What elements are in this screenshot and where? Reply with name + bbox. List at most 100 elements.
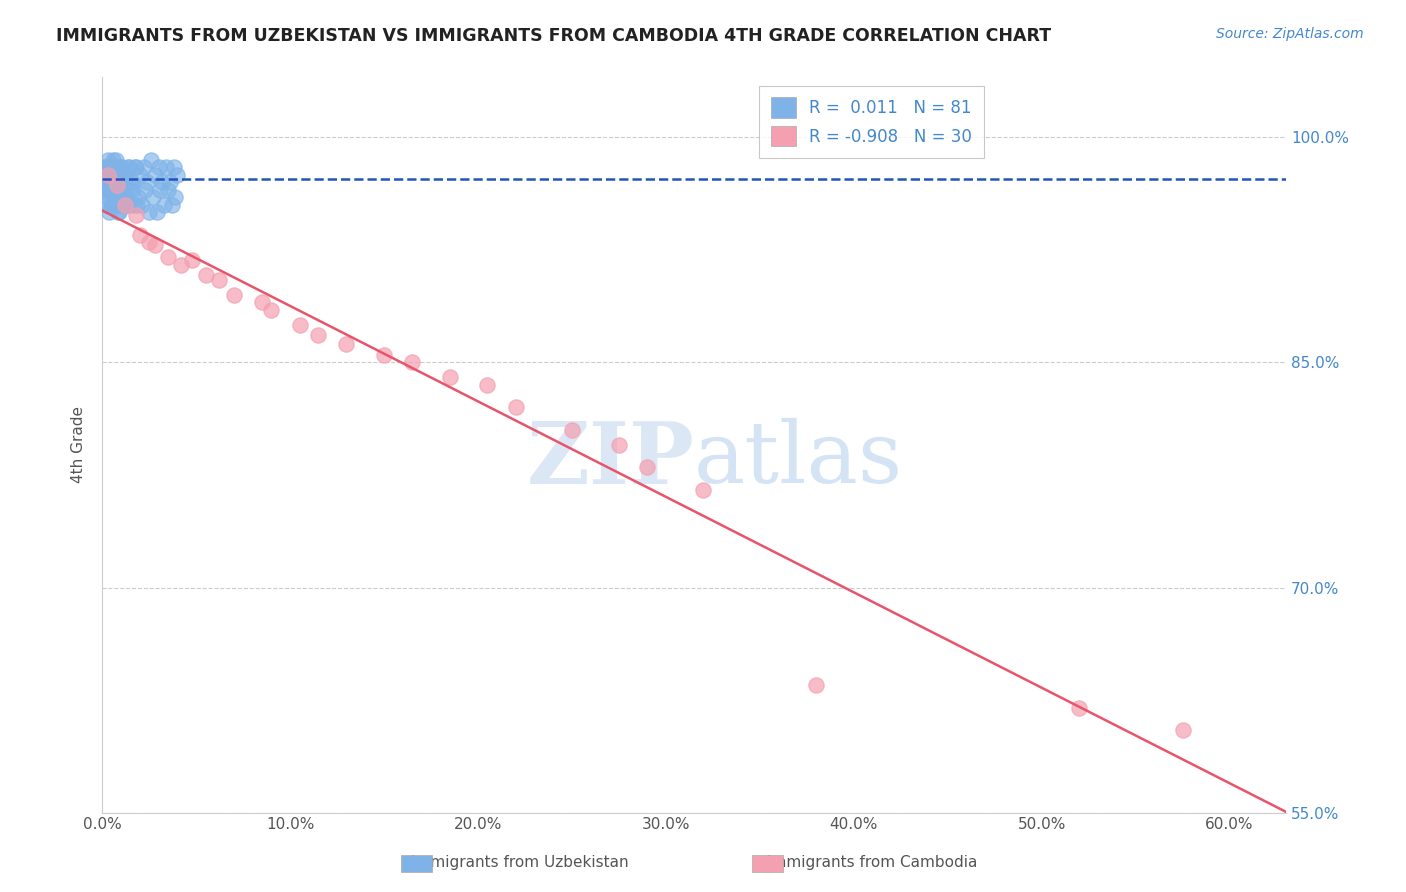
Text: Source: ZipAtlas.com: Source: ZipAtlas.com [1216,27,1364,41]
Point [166,168,188,182]
Point [93,183,115,197]
Point [208,273,231,287]
Point [156,183,179,197]
Text: atlas: atlas [695,418,903,501]
Point [108,205,131,219]
Point [122,198,145,212]
Point [194,268,217,283]
Point [122,183,145,197]
Point [139,153,162,167]
Point [335,337,357,351]
Point [97,161,120,175]
Point [288,318,311,332]
Point [97,153,120,167]
Point [98,176,121,190]
Point [118,198,141,212]
Point [101,168,124,182]
Point [128,168,150,182]
Point [98,176,121,190]
Point [93,168,115,182]
Point [105,153,128,167]
Point [439,370,461,384]
Point [111,198,134,212]
Point [94,198,117,212]
Point [153,198,176,212]
Point [120,183,142,197]
Point [111,183,134,197]
Point [134,183,156,197]
Point [100,198,122,212]
Point [125,161,148,175]
Point [94,161,117,175]
Point [107,205,129,219]
Point [148,161,170,175]
Point [181,253,204,268]
Point [160,198,183,212]
Point [222,288,245,302]
Point [250,295,273,310]
Point [128,227,150,242]
Point [125,209,148,223]
Point [108,176,131,190]
Point [111,183,134,197]
Point [96,190,118,204]
Point [162,161,184,175]
Point [117,161,139,175]
Point [101,168,124,182]
Point [607,438,630,452]
Text: Immigrants from Cambodia: Immigrants from Cambodia [766,855,977,870]
Point [307,328,329,343]
Text: Immigrants from Uzbekistan: Immigrants from Uzbekistan [412,855,628,870]
Point [100,198,122,212]
Point [120,176,142,190]
Point [127,190,149,204]
Point [136,176,159,190]
Point [806,678,828,692]
Point [114,176,136,190]
Point [165,190,187,204]
Point [155,161,177,175]
Point [131,198,153,212]
Point [114,190,136,204]
Point [110,161,132,175]
Point [401,355,423,369]
Point [97,168,120,182]
Point [91,176,114,190]
Point [1069,700,1091,714]
Point [100,183,122,197]
Point [98,205,121,219]
Point [159,176,181,190]
Point [93,161,115,175]
Point [260,303,283,318]
Point [477,378,499,392]
Point [149,183,172,197]
Point [105,178,128,193]
Point [170,258,193,272]
Point [112,168,135,182]
Point [143,168,166,182]
Point [103,153,125,167]
Point [373,348,395,362]
Point [117,161,139,175]
Point [138,205,160,219]
Point [103,161,125,175]
Point [115,198,138,212]
Point [142,190,165,204]
Point [94,176,117,190]
Point [105,183,128,197]
Point [114,198,136,212]
Point [121,176,143,190]
Point [110,161,132,175]
Point [104,190,127,204]
Point [103,190,125,204]
Point [150,176,173,190]
Point [1171,723,1194,737]
Point [636,460,658,475]
Point [101,190,124,204]
Point [138,235,160,250]
Text: ZIP: ZIP [526,417,695,501]
Point [156,251,179,265]
Legend: R =  0.011   N = 81, R = -0.908   N = 30: R = 0.011 N = 81, R = -0.908 N = 30 [759,86,984,158]
Point [125,198,148,212]
Point [145,205,167,219]
